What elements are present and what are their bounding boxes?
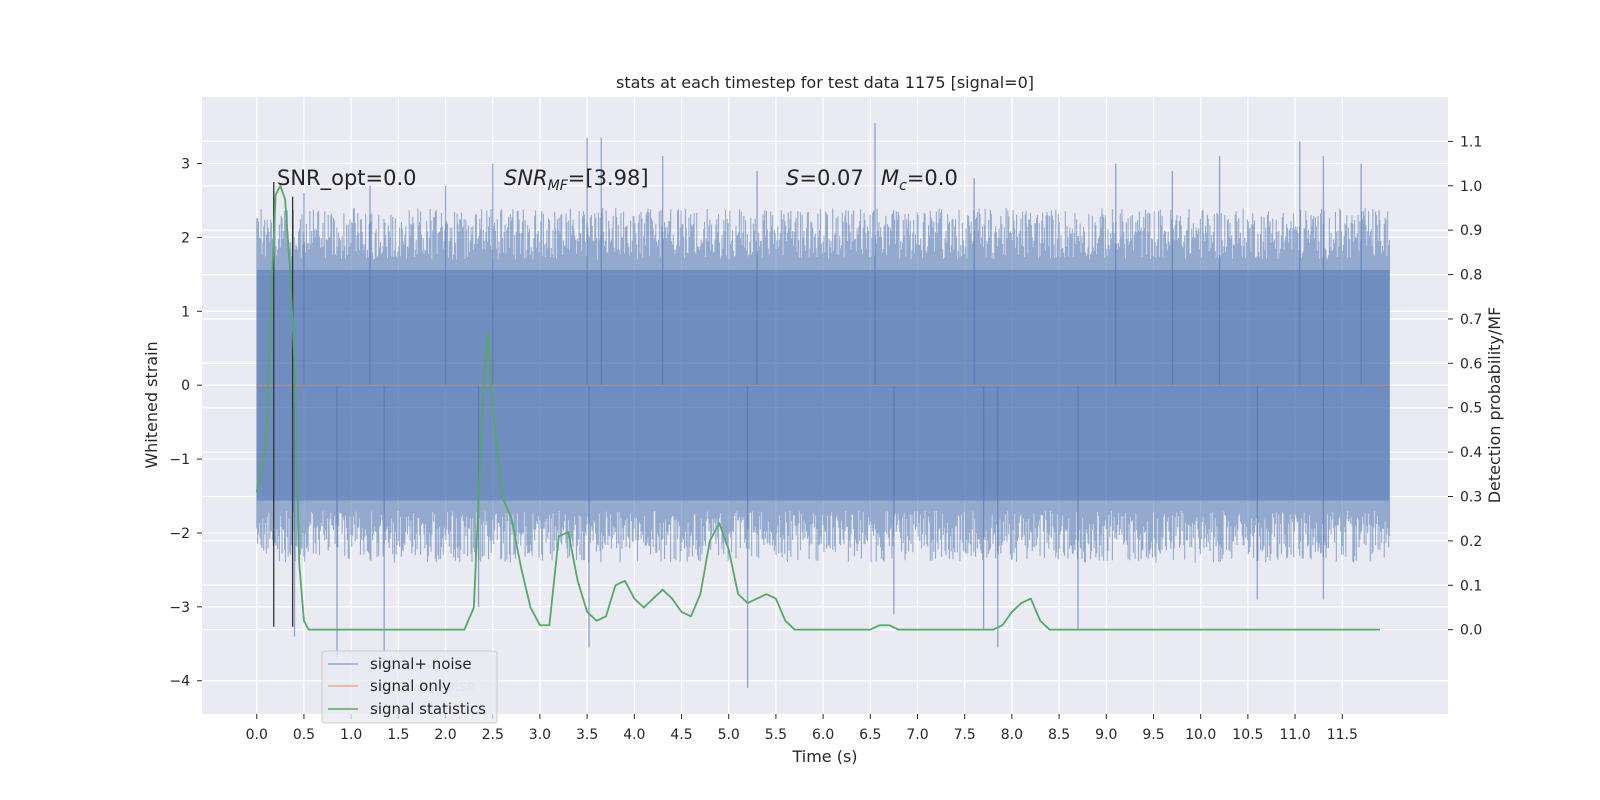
annotation-s-symbol: S <box>786 166 799 190</box>
annotation-s: S=0.07 <box>786 166 864 190</box>
right-y-tick-label: 0.7 <box>1460 312 1482 328</box>
y-tick-label: −3 <box>169 600 190 616</box>
x-tick-label: 0.0 <box>246 727 268 743</box>
right-y-tick-label: 0.1 <box>1460 578 1482 594</box>
right-y-tick-label: 0.0 <box>1460 623 1482 639</box>
x-axis-label: Time (s) <box>791 747 857 766</box>
right-y-tick-label: 0.5 <box>1460 401 1482 417</box>
x-tick-label: 11.5 <box>1327 727 1358 743</box>
right-y-axis-label: Detection probability/MF <box>1485 307 1504 504</box>
x-tick-label: 10.0 <box>1185 727 1216 743</box>
x-tick-label: 3.0 <box>529 727 551 743</box>
annotation-snr-opt: SNR_opt=0.0 <box>277 166 417 191</box>
x-tick-label: 6.5 <box>859 727 881 743</box>
annotation-s-value: =0.07 <box>799 166 863 190</box>
x-tick-label: 0.5 <box>293 727 315 743</box>
legend-label-signal-noise: signal+ noise <box>370 655 472 673</box>
right-y-tick-label: 0.3 <box>1460 489 1482 505</box>
x-tick-label: 5.5 <box>765 727 787 743</box>
y-tick-label: 2 <box>181 230 190 246</box>
x-tick-label: 9.5 <box>1142 727 1164 743</box>
right-y-tick-label: 0.2 <box>1460 534 1482 550</box>
x-tick-label: 8.5 <box>1048 727 1070 743</box>
y-axis-label: Whitened strain <box>142 341 161 468</box>
legend-box <box>321 650 498 724</box>
annotation-snr-mf-subscript: MF <box>548 178 569 194</box>
annotation-mc-subscript: c <box>899 178 907 194</box>
signal-statistics-line <box>255 184 1381 631</box>
y-tick-label: 3 <box>181 157 190 173</box>
x-tick-label: 7.0 <box>906 727 928 743</box>
legend-label-signal-only: signal only <box>370 677 451 695</box>
x-tick-label: 9.0 <box>1095 727 1117 743</box>
right-y-tick-label: 1.0 <box>1460 179 1482 195</box>
x-tick-label: 2.0 <box>434 727 456 743</box>
x-tick-label: 5.0 <box>718 727 740 743</box>
right-y-tick-label: 0.4 <box>1460 445 1482 461</box>
y-tick-label: 1 <box>181 304 190 320</box>
legend: noise signal+ noise signal only signal s… <box>321 650 498 724</box>
legend-label-signal-statistics: signal statistics <box>370 700 486 718</box>
x-tick-label: 10.5 <box>1232 727 1263 743</box>
x-tick-label: 1.5 <box>387 727 409 743</box>
y-tick-label: −4 <box>169 674 190 690</box>
y-tick-label: −1 <box>169 452 190 468</box>
right-y-axis-ticks: 1.1 1.0 0.9 0.8 0.7 0.6 0.5 0.4 0.3 0.2 0.1 0.0 <box>1448 134 1482 639</box>
x-tick-label: 4.5 <box>670 727 692 743</box>
x-axis-ticks: 0.0 0.5 1.0 1.5 2.0 2.5 3.0 3.5 4.0 4.5 5.0 5.5 6.0 6… <box>246 714 1358 743</box>
y-tick-label: 0 <box>181 378 190 394</box>
right-y-tick-label: 0.8 <box>1460 268 1482 284</box>
annotation-snr-mf-value: =[3.98] <box>568 166 649 190</box>
x-tick-label: 6.0 <box>812 727 834 743</box>
right-y-tick-label: 0.9 <box>1460 223 1482 239</box>
x-tick-label: 1.0 <box>340 727 362 743</box>
chart-title: stats at each timestep for test data 117… <box>616 73 1034 92</box>
annotation-snr-mf-symbol: SNR <box>504 166 548 190</box>
right-y-tick-label: 1.1 <box>1460 134 1482 150</box>
x-tick-label: 7.5 <box>954 727 976 743</box>
annotation-snr-mf: SNRMF=[3.98] <box>504 166 649 194</box>
annotation-mc-symbol: M <box>881 166 899 190</box>
y-tick-label: −2 <box>169 526 190 542</box>
right-y-tick-label: 0.6 <box>1460 356 1482 372</box>
annotation-mc-value: =0.0 <box>907 166 958 190</box>
x-tick-label: 4.0 <box>623 727 645 743</box>
x-tick-label: 11.0 <box>1279 727 1310 743</box>
y-axis-ticks: 3 2 1 0 −1 −2 −3 −4 <box>169 157 202 690</box>
x-tick-label: 2.5 <box>482 727 504 743</box>
signal-statistics-series <box>255 184 1381 631</box>
x-tick-label: 3.5 <box>576 727 598 743</box>
x-tick-label: 8.0 <box>1001 727 1023 743</box>
annotation-mc: Mc=0.0 <box>881 166 958 194</box>
